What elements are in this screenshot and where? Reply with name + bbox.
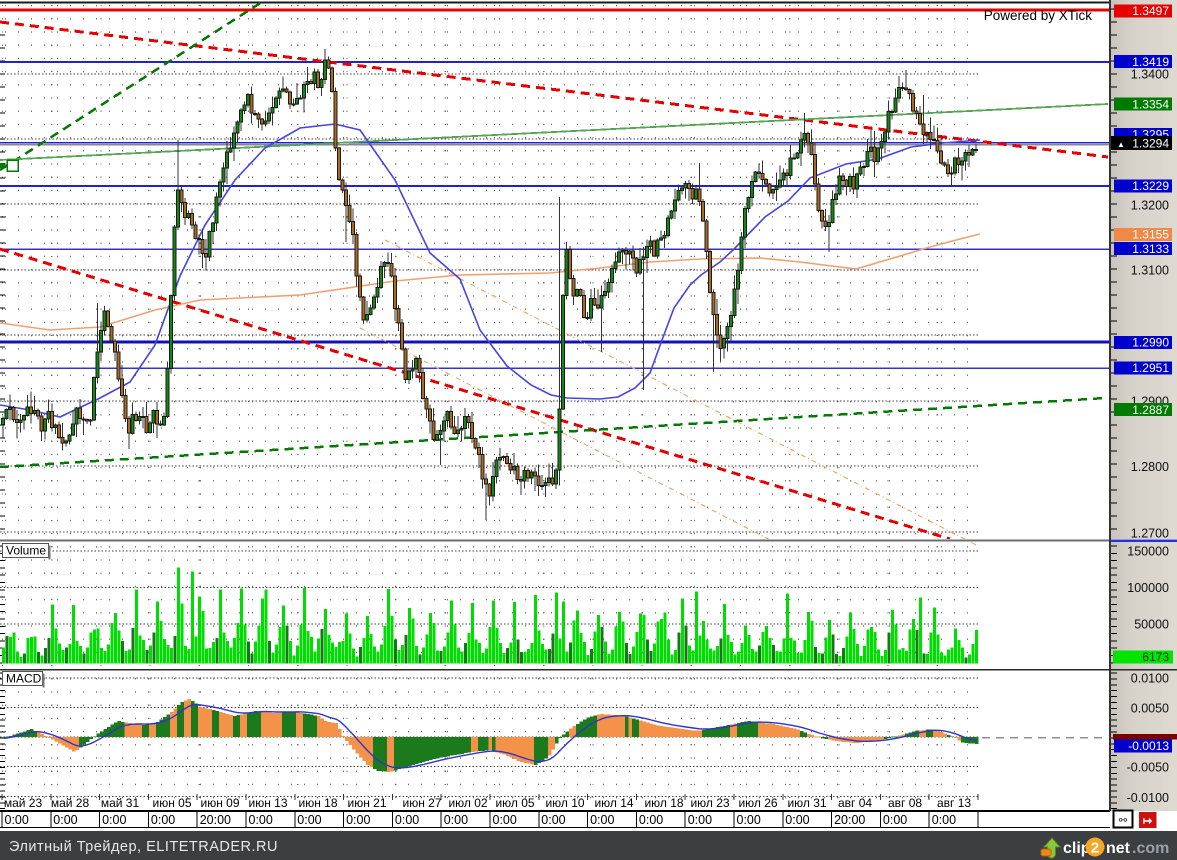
svg-text:1.2951: 1.2951 xyxy=(1132,361,1169,375)
svg-text:0:00: 0:00 xyxy=(493,813,517,827)
svg-text:0:00: 0:00 xyxy=(932,813,956,827)
svg-text:clip: clip xyxy=(1063,840,1091,857)
svg-text:MACD: MACD xyxy=(6,672,42,686)
svg-text:авг 08: авг 08 xyxy=(888,796,922,810)
svg-text:1.3497: 1.3497 xyxy=(1132,4,1169,18)
svg-text:1.3133: 1.3133 xyxy=(1132,242,1169,256)
svg-text:0:00: 0:00 xyxy=(688,813,712,827)
svg-text:июл 23: июл 23 xyxy=(690,796,729,810)
svg-text:0:00: 0:00 xyxy=(395,813,419,827)
svg-text:20:00: 20:00 xyxy=(200,813,231,827)
svg-text:июн 09: июн 09 xyxy=(200,796,239,810)
svg-text:июл 02: июл 02 xyxy=(448,796,487,810)
svg-text:-0.0100: -0.0100 xyxy=(1127,791,1169,805)
svg-text:↦: ↦ xyxy=(1143,816,1152,828)
svg-text:0:00: 0:00 xyxy=(639,813,663,827)
svg-text:авг 13: авг 13 xyxy=(937,796,971,810)
svg-text:1.3200: 1.3200 xyxy=(1131,198,1169,212)
svg-text:Powered by XTick: Powered by XTick xyxy=(984,8,1093,23)
svg-text:май 23: май 23 xyxy=(4,796,43,810)
svg-text:июл 10: июл 10 xyxy=(545,796,584,810)
svg-text:июл 05: июл 05 xyxy=(495,796,534,810)
svg-text:Volume: Volume xyxy=(6,544,46,558)
svg-text:0:00: 0:00 xyxy=(590,813,614,827)
svg-text:-0.0013: -0.0013 xyxy=(1128,739,1169,753)
svg-text:6173: 6173 xyxy=(1142,650,1169,664)
svg-text:⚯: ⚯ xyxy=(1119,816,1128,827)
svg-text:net: net xyxy=(1106,840,1131,857)
svg-text:0.0100: 0.0100 xyxy=(1131,671,1169,685)
svg-text:0:00: 0:00 xyxy=(249,813,273,827)
svg-text:Элитный Трейдер, ELITETRADER.R: Элитный Трейдер, ELITETRADER.RU xyxy=(9,839,278,855)
svg-text:июн 27: июн 27 xyxy=(402,796,441,810)
svg-text:150000: 150000 xyxy=(1127,544,1169,558)
svg-text:0:00: 0:00 xyxy=(785,813,809,827)
svg-text:1.3155: 1.3155 xyxy=(1132,228,1169,242)
svg-text:июл 31: июл 31 xyxy=(787,796,826,810)
svg-text:июн 18: июн 18 xyxy=(298,796,337,810)
svg-text:0.0050: 0.0050 xyxy=(1131,701,1169,715)
svg-text:0:00: 0:00 xyxy=(737,813,761,827)
svg-text:-0.0050: -0.0050 xyxy=(1127,760,1169,774)
svg-text:май 31: май 31 xyxy=(101,796,140,810)
svg-text:1.2990: 1.2990 xyxy=(1132,336,1169,350)
svg-text:июл 18: июл 18 xyxy=(644,796,683,810)
svg-text:▲: ▲ xyxy=(1117,140,1125,149)
svg-text:.com: .com xyxy=(1132,840,1169,857)
svg-text:0:00: 0:00 xyxy=(53,813,77,827)
svg-text:20:00: 20:00 xyxy=(834,813,865,827)
svg-text:0:00: 0:00 xyxy=(346,813,370,827)
svg-text:июн 05: июн 05 xyxy=(152,796,191,810)
svg-text:июн 21: июн 21 xyxy=(347,796,386,810)
svg-text:1.2887: 1.2887 xyxy=(1132,403,1169,417)
svg-text:1.3294: 1.3294 xyxy=(1132,137,1169,151)
svg-text:1.3354: 1.3354 xyxy=(1132,97,1169,111)
svg-text:2: 2 xyxy=(1091,840,1099,857)
svg-text:0:00: 0:00 xyxy=(151,813,175,827)
svg-text:1.3229: 1.3229 xyxy=(1132,179,1169,193)
svg-text:1.2800: 1.2800 xyxy=(1131,460,1169,474)
svg-text:0:00: 0:00 xyxy=(102,813,126,827)
svg-text:50000: 50000 xyxy=(1134,617,1169,631)
svg-text:1.3400: 1.3400 xyxy=(1131,67,1169,81)
svg-text:0:00: 0:00 xyxy=(5,813,29,827)
svg-text:100000: 100000 xyxy=(1127,581,1169,595)
svg-text:1.3100: 1.3100 xyxy=(1131,264,1169,278)
svg-text:июн 13: июн 13 xyxy=(248,796,287,810)
svg-text:июл 14: июл 14 xyxy=(594,796,633,810)
svg-text:авг 04: авг 04 xyxy=(838,796,872,810)
svg-text:0:00: 0:00 xyxy=(883,813,907,827)
svg-text:май 28: май 28 xyxy=(51,796,90,810)
svg-text:0:00: 0:00 xyxy=(444,813,468,827)
svg-text:июл 26: июл 26 xyxy=(738,796,777,810)
svg-text:1.3419: 1.3419 xyxy=(1132,55,1169,69)
svg-text:0:00: 0:00 xyxy=(297,813,321,827)
svg-text:0:00: 0:00 xyxy=(541,813,565,827)
svg-text:1.2700: 1.2700 xyxy=(1131,526,1169,540)
